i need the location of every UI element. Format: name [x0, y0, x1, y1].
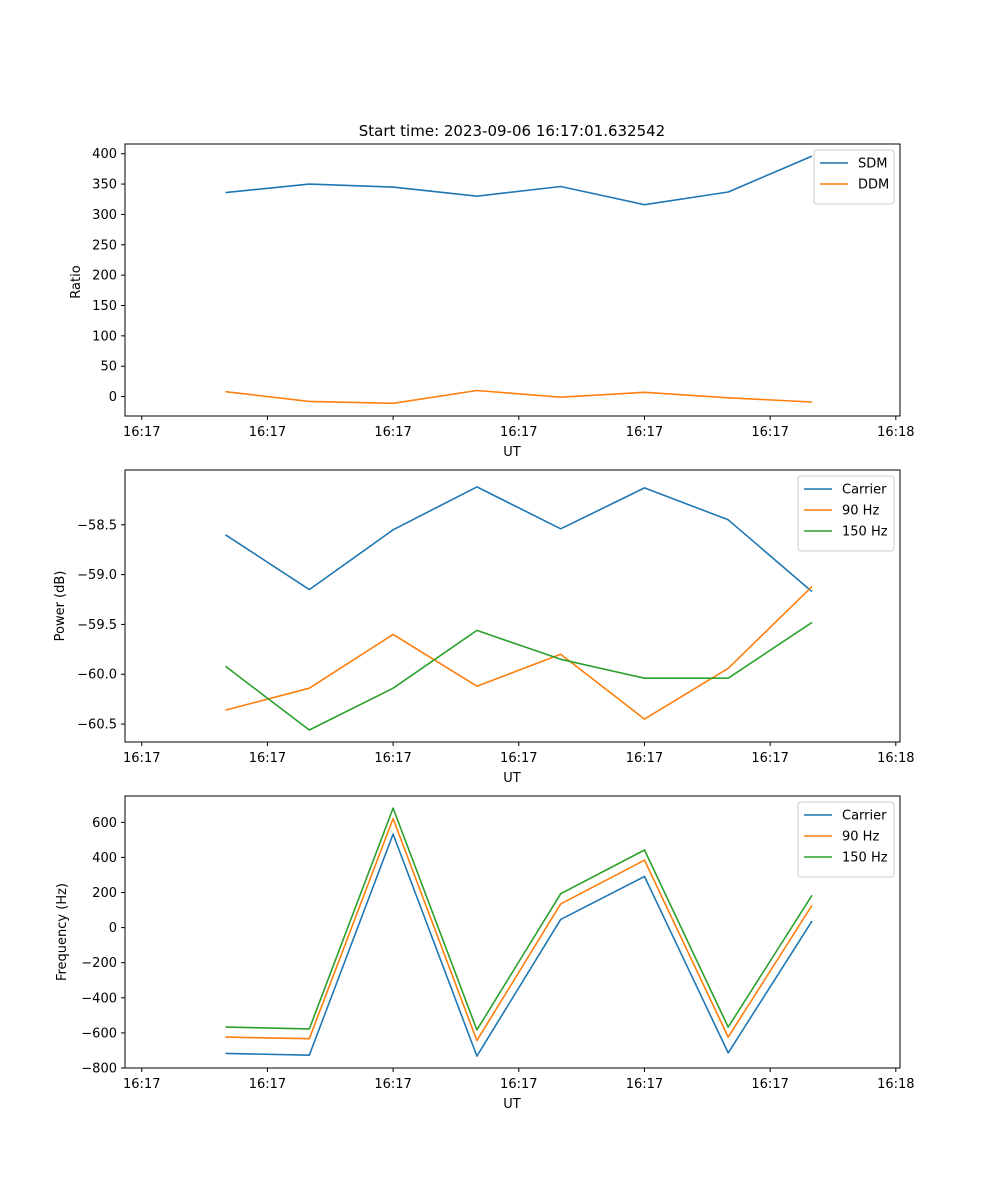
ratio-x-tick-label: 16:17: [249, 425, 286, 440]
power-axes-frame: [124, 469, 901, 743]
frequency-series-150-hz-line: [225, 807, 813, 1031]
power-y-tick-label: −60.5: [77, 718, 117, 733]
ratio-legend: SDM DDM: [813, 149, 895, 205]
power-x-tick-label: 16:17: [249, 751, 286, 766]
power-x-tick-label: 16:17: [374, 751, 411, 766]
power-y-tick-label: −58.5: [77, 518, 117, 533]
figure-title: Start time: 2023-09-06 16:17:01.632542: [359, 122, 665, 140]
frequency-x-tick-label: 16:17: [249, 1077, 286, 1092]
ratio-legend-label: SDM: [858, 157, 887, 172]
frequency-x-tick-label: 16:18: [877, 1077, 914, 1092]
ratio-y-tick-label: 100: [92, 329, 117, 344]
power-legend: Carrier 90 Hz 150 Hz: [797, 475, 895, 552]
panel-power: 16:17 16:17 16:17 16:17 16:17 16:17 16:18 −60.5…: [53, 469, 915, 786]
plot-area-frequency: 16:17 16:17 16:17 16:17 16:17 16:17 16:18 −800 −…: [81, 795, 915, 1092]
power-x-tick-label: 16:17: [751, 751, 788, 766]
ratio-x-tick-label: 16:17: [123, 425, 160, 440]
plot-area-power: 16:17 16:17 16:17 16:17 16:17 16:17 16:18 −60.5…: [77, 469, 915, 766]
power-x-tick-label: 16:17: [626, 751, 663, 766]
power-x-tick-label: 16:18: [877, 751, 914, 766]
frequency-legend-label: Carrier: [842, 809, 887, 824]
power-series-150-hz-line: [225, 621, 813, 731]
plot-area-ratio: 16:17 16:17 16:17 16:17 16:17 16:17 16:18 0 50 10…: [92, 143, 915, 440]
frequency-x-tick-label: 16:17: [751, 1077, 788, 1092]
power-legend-box: [797, 475, 895, 552]
ratio-y-tick-label: 400: [92, 147, 117, 162]
power-series-90-hz-line: [225, 586, 813, 720]
ratio-x-tick-label: 16:18: [877, 425, 914, 440]
power-y-tick-label: −59.0: [77, 568, 117, 583]
frequency-y-tick-label: 0: [109, 921, 117, 936]
frequency-y-tick-label: −400: [81, 991, 117, 1006]
ratio-series-sdm-line: [225, 155, 813, 206]
frequency-legend-label: 90 Hz: [842, 830, 879, 845]
frequency-series-carrier-line: [225, 833, 813, 1057]
frequency-y-axis-label: Frequency (Hz): [55, 883, 70, 981]
ratio-y-tick-label: 200: [92, 269, 117, 284]
ratio-y-tick-label: 300: [92, 208, 117, 223]
panel-ratio: 16:17 16:17 16:17 16:17 16:17 16:17 16:18 0 50 10…: [69, 143, 915, 460]
ratio-series-ddm-line: [225, 389, 813, 405]
ratio-axes-frame: [124, 143, 901, 417]
power-legend-label: 90 Hz: [842, 504, 879, 519]
frequency-y-tick-label: 600: [92, 816, 117, 831]
ratio-y-tick-label: 0: [109, 390, 117, 405]
frequency-x-tick-label: 16:17: [626, 1077, 663, 1092]
ratio-legend-label: DDM: [858, 178, 889, 193]
ratio-x-axis-label: UT: [503, 445, 521, 460]
power-legend-label: 150 Hz: [842, 525, 888, 540]
frequency-y-tick-label: 200: [92, 886, 117, 901]
ratio-y-tick-label: 350: [92, 178, 117, 193]
frequency-axes-frame: [124, 795, 901, 1069]
frequency-y-tick-label: −600: [81, 1026, 117, 1041]
frequency-legend-box: [797, 801, 895, 878]
frequency-x-tick-label: 16:17: [123, 1077, 160, 1092]
frequency-y-tick-label: −200: [81, 956, 117, 971]
ratio-x-tick-label: 16:17: [500, 425, 537, 440]
frequency-x-axis-label: UT: [503, 1097, 521, 1112]
ratio-y-axis-label: Ratio: [69, 265, 84, 298]
power-y-axis-label: Power (dB): [53, 571, 68, 642]
ratio-y-tick-label: 150: [92, 299, 117, 314]
panel-frequency: 16:17 16:17 16:17 16:17 16:17 16:17 16:18 −800 −…: [55, 795, 915, 1112]
frequency-y-tick-label: −800: [81, 1062, 117, 1077]
ratio-y-tick-label: 250: [92, 238, 117, 253]
ratio-y-tick-label: 50: [100, 360, 117, 375]
frequency-legend: Carrier 90 Hz 150 Hz: [797, 801, 895, 878]
power-y-tick-label: −59.5: [77, 618, 117, 633]
frequency-x-tick-label: 16:17: [500, 1077, 537, 1092]
power-x-axis-label: UT: [503, 771, 521, 786]
frequency-legend-label: 150 Hz: [842, 851, 888, 866]
power-series-carrier-line: [225, 486, 813, 593]
ratio-x-tick-label: 16:17: [626, 425, 663, 440]
power-x-tick-label: 16:17: [500, 751, 537, 766]
ratio-x-tick-label: 16:17: [751, 425, 788, 440]
frequency-x-tick-label: 16:17: [374, 1077, 411, 1092]
ratio-x-tick-label: 16:17: [374, 425, 411, 440]
power-y-tick-label: −60.0: [77, 668, 117, 683]
power-legend-label: Carrier: [842, 483, 887, 498]
power-x-tick-label: 16:17: [123, 751, 160, 766]
frequency-y-tick-label: 400: [92, 851, 117, 866]
frequency-series-90-hz-line: [225, 817, 813, 1042]
